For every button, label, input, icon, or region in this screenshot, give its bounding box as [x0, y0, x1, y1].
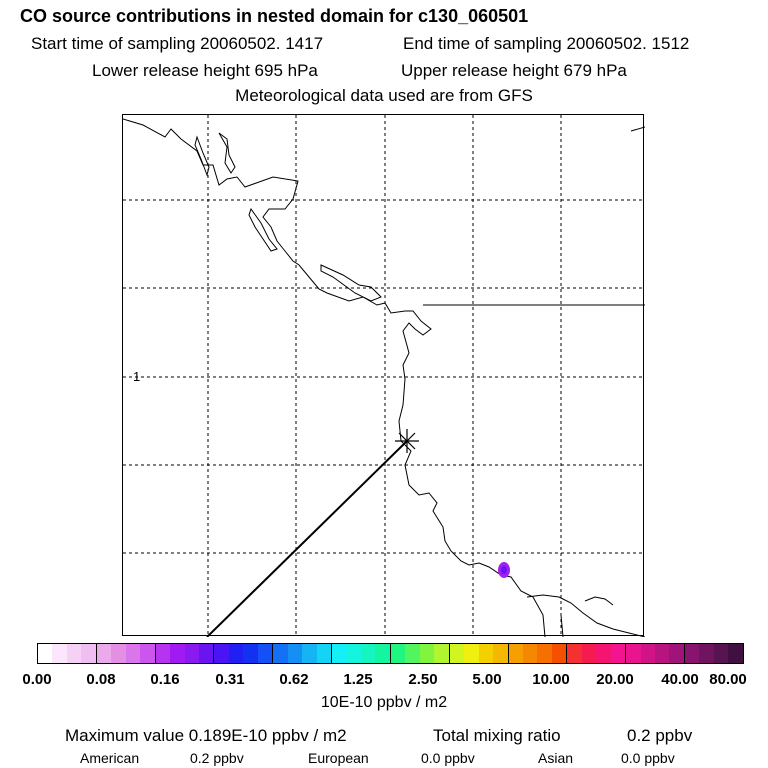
coastline-inlet — [320, 264, 382, 302]
upper-release-label: Upper release height 679 hPa — [401, 61, 627, 80]
colorbar-cell — [522, 644, 538, 663]
colorbar-cell — [713, 644, 729, 663]
coastline — [122, 118, 646, 638]
colorbar-cell — [669, 644, 685, 663]
colorbar-cell — [198, 644, 215, 663]
colorbar-cell — [375, 644, 391, 663]
colorbar-cell — [449, 644, 465, 663]
colorbar-cell — [111, 644, 126, 663]
coastline-strait — [194, 135, 210, 177]
colorbar-cell — [287, 644, 303, 663]
asian-label: Asian — [538, 750, 574, 766]
total-mixing-value: 0.2 ppbv — [627, 726, 693, 745]
colorbar-cell — [567, 644, 582, 663]
coastline-south — [526, 594, 646, 638]
colorbar-cell — [640, 644, 656, 663]
colorbar-cell — [655, 644, 670, 663]
map-panel: 1 — [122, 114, 646, 638]
colorbar-cell — [257, 644, 274, 663]
european-label: European — [308, 750, 369, 766]
colorbar-cell — [610, 644, 627, 663]
legend-tick: 0.16 — [150, 671, 180, 688]
met-data-label: Meteorological data used are from GFS — [235, 86, 533, 105]
trajectory-line — [206, 440, 408, 638]
map-canvas: 1 — [122, 115, 646, 638]
legend-tick: 20.00 — [596, 671, 634, 688]
grid-lines — [123, 115, 645, 637]
american-value: 0.2 ppbv — [190, 750, 244, 766]
american-label: American — [80, 750, 140, 766]
legend-units: 10E-10 ppbv / m2 — [320, 694, 448, 711]
legend-tick: 0.31 — [215, 671, 245, 688]
colorbar-cell — [360, 644, 376, 663]
axis-tick-label: 1 — [133, 369, 140, 384]
colorbar-cell — [684, 644, 700, 663]
colorbar-cell — [96, 644, 112, 663]
colorbar-cell — [214, 644, 229, 663]
colorbar-cell — [243, 644, 258, 663]
colorbar-cell — [346, 644, 361, 663]
colorbar-cell — [434, 644, 450, 663]
colorbar-cell — [184, 644, 199, 663]
total-mixing-label: Total mixing ratio — [433, 726, 561, 745]
colorbar-cell — [140, 644, 156, 663]
colorbar-cell — [332, 644, 347, 663]
colorbar-cell — [537, 644, 552, 663]
colorbar-cell — [155, 644, 171, 663]
colorbar-cell — [551, 644, 568, 663]
coastline-south-2 — [560, 614, 564, 638]
lower-release-label: Lower release height 695 hPa — [92, 61, 318, 80]
colorbar-cell — [81, 644, 97, 663]
colorbar-cell — [596, 644, 611, 663]
colorbar-cell — [405, 644, 420, 663]
colorbar-cell — [390, 644, 406, 663]
legend-tick: 0.00 — [22, 671, 52, 688]
legend-tick: 0.08 — [86, 671, 116, 688]
legend-tick: 80.00 — [709, 671, 747, 688]
colorbar-cell — [626, 644, 641, 663]
end-time-label: End time of sampling 20060502. 1512 — [403, 34, 690, 53]
colorbar-cell — [273, 644, 288, 663]
coastline-northeast — [630, 126, 646, 132]
legend-tick: 40.00 — [661, 671, 699, 688]
colorbar-cell — [478, 644, 494, 663]
colorbar-cell — [464, 644, 479, 663]
colorbar-cell — [170, 644, 185, 663]
start-time-label: Start time of sampling 20060502. 1417 — [31, 34, 324, 53]
colorbar-cell — [699, 644, 714, 663]
colorbar-cell — [302, 644, 317, 663]
coastline-island-2 — [248, 207, 278, 252]
colorbar-cell — [581, 644, 597, 663]
colorbar-cell — [728, 644, 743, 663]
asian-value: 0.0 ppbv — [621, 750, 675, 766]
colorbar-cell — [125, 644, 141, 663]
plot-title: CO source contributions in nested domain… — [20, 6, 529, 26]
european-value: 0.0 ppbv — [421, 750, 475, 766]
colorbar-legend — [37, 643, 744, 664]
colorbar-cell — [228, 644, 244, 663]
colorbar-cell — [508, 644, 523, 663]
coastline-mainland — [122, 118, 546, 638]
colorbar-cell — [38, 644, 53, 663]
colorbar-cell — [493, 644, 509, 663]
colorbar-cell — [316, 644, 333, 663]
coastline-islands — [218, 132, 236, 174]
release-point-marker — [395, 429, 419, 453]
colorbar-cell — [52, 644, 67, 663]
max-value-label: Maximum value 0.189E-10 ppbv / m2 — [65, 726, 347, 745]
colorbar-cell — [66, 644, 82, 663]
legend-tick: 2.50 — [408, 671, 438, 688]
legend-tick: 1.25 — [343, 671, 373, 688]
legend-tick: 5.00 — [472, 671, 502, 688]
hotspot-core — [501, 566, 507, 574]
colorbar-cell — [419, 644, 435, 663]
legend-tick: 10.00 — [532, 671, 570, 688]
legend-tick: 0.62 — [279, 671, 309, 688]
coastline-bay — [584, 596, 614, 606]
